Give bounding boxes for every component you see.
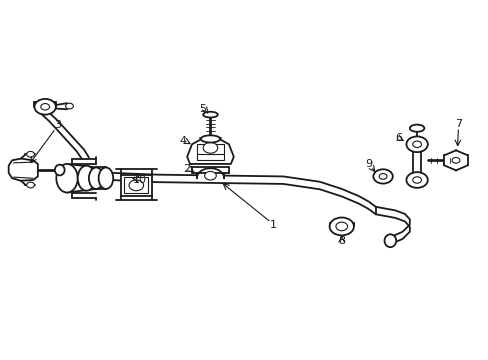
- Text: 4: 4: [179, 136, 186, 146]
- Circle shape: [406, 136, 427, 152]
- Ellipse shape: [56, 164, 78, 193]
- Ellipse shape: [78, 166, 95, 191]
- Bar: [197, 144, 224, 160]
- Circle shape: [335, 222, 347, 231]
- Text: 10: 10: [133, 175, 147, 185]
- Ellipse shape: [409, 125, 424, 132]
- Circle shape: [129, 180, 143, 191]
- Ellipse shape: [55, 165, 64, 175]
- Circle shape: [204, 171, 216, 180]
- Circle shape: [329, 217, 353, 235]
- Polygon shape: [9, 158, 38, 181]
- Ellipse shape: [203, 112, 217, 117]
- Text: 2: 2: [183, 164, 190, 174]
- Ellipse shape: [201, 135, 220, 143]
- Text: 6: 6: [394, 133, 401, 143]
- Circle shape: [372, 169, 392, 184]
- Circle shape: [203, 143, 217, 153]
- Circle shape: [41, 104, 49, 110]
- Bar: [124, 177, 148, 193]
- Text: 1: 1: [270, 220, 277, 230]
- Text: 5: 5: [199, 104, 206, 113]
- Circle shape: [65, 103, 73, 109]
- Circle shape: [27, 152, 34, 157]
- Polygon shape: [187, 139, 233, 164]
- Ellipse shape: [89, 167, 103, 189]
- Circle shape: [27, 182, 34, 188]
- Circle shape: [378, 174, 386, 179]
- Circle shape: [412, 177, 421, 183]
- Bar: [120, 175, 152, 196]
- Circle shape: [451, 157, 459, 163]
- Text: 3: 3: [54, 120, 61, 130]
- Circle shape: [34, 99, 56, 114]
- Text: 8: 8: [338, 237, 345, 247]
- Circle shape: [412, 141, 421, 148]
- Text: 7: 7: [454, 118, 461, 129]
- Ellipse shape: [384, 234, 395, 247]
- Polygon shape: [443, 150, 467, 170]
- Text: 9: 9: [364, 159, 371, 169]
- Circle shape: [406, 172, 427, 188]
- Ellipse shape: [99, 167, 113, 189]
